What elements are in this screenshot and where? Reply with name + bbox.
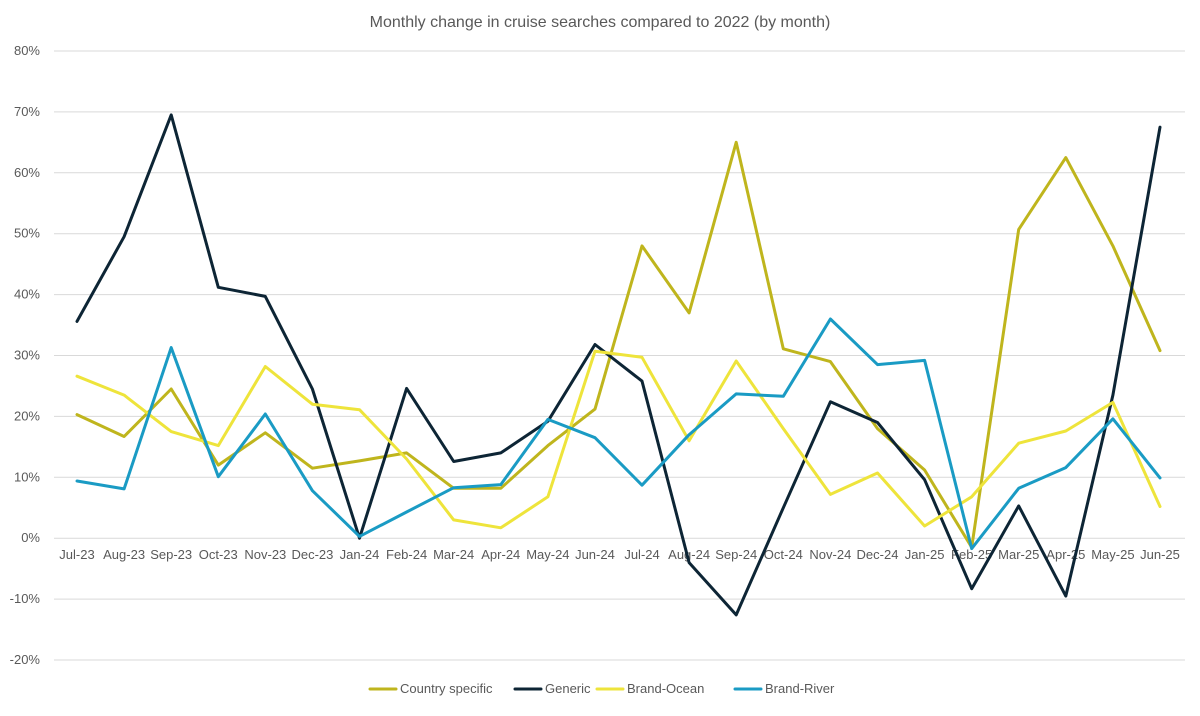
- legend-label-brand-ocean: Brand-Ocean: [627, 681, 704, 696]
- x-tick-label: Jan-25: [905, 547, 945, 562]
- x-tick-label: Sep-24: [715, 547, 757, 562]
- y-tick-label: -20%: [10, 652, 41, 667]
- y-tick-label: 80%: [14, 43, 40, 58]
- x-tick-label: Jan-24: [340, 547, 380, 562]
- chart-title: Monthly change in cruise searches compar…: [370, 14, 831, 31]
- legend-label-country-specific: Country specific: [400, 681, 493, 696]
- legend-label-generic: Generic: [545, 681, 591, 696]
- x-tick-label: Jul-23: [59, 547, 94, 562]
- x-tick-label: Feb-24: [386, 547, 427, 562]
- x-tick-label: Aug-24: [668, 547, 710, 562]
- y-tick-label: 40%: [14, 287, 40, 302]
- x-tick-label: Dec-24: [857, 547, 899, 562]
- x-tick-label: Sep-23: [150, 547, 192, 562]
- x-tick-label: Apr-24: [481, 547, 520, 562]
- x-tick-label: May-24: [526, 547, 569, 562]
- y-tick-label: 50%: [14, 226, 40, 241]
- x-axis-ticks: Jul-23 Aug-23 Sep-23 Oct-23 Nov-23 Dec-23 Jan-…: [59, 547, 1180, 562]
- x-tick-label: Aug-23: [103, 547, 145, 562]
- series-line-generic: [75, 113, 1162, 617]
- x-tick-label: Mar-25: [998, 547, 1039, 562]
- x-tick-label: Jun-24: [575, 547, 615, 562]
- x-tick-label: Oct-24: [764, 547, 803, 562]
- y-tick-label: 30%: [14, 348, 40, 363]
- legend-label-brand-river: Brand-River: [765, 681, 835, 696]
- y-tick-label: 60%: [14, 165, 40, 180]
- y-tick-label: 20%: [14, 408, 40, 423]
- series-lines: [75, 113, 1162, 617]
- x-tick-label: Dec-23: [291, 547, 333, 562]
- series-line-country-specific: [75, 140, 1162, 549]
- series-line-brand-ocean: [75, 349, 1162, 530]
- x-tick-label: Apr-25: [1046, 547, 1085, 562]
- x-tick-label: Nov-24: [809, 547, 851, 562]
- y-tick-label: 10%: [14, 469, 40, 484]
- x-tick-label: Nov-23: [244, 547, 286, 562]
- y-tick-label: 70%: [14, 104, 40, 119]
- x-tick-label: Jul-24: [624, 547, 659, 562]
- series-line-brand-river: [75, 317, 1162, 551]
- y-axis-ticks: -20% -10% 0% 10% 20% 30% 40% 50% 60% 70% 80%: [10, 43, 41, 667]
- x-tick-label: Feb-25: [951, 547, 992, 562]
- x-tick-label: Oct-23: [199, 547, 238, 562]
- x-tick-label: May-25: [1091, 547, 1134, 562]
- y-tick-label: 0%: [21, 530, 40, 545]
- x-tick-label: Jun-25: [1140, 547, 1180, 562]
- legend: Country specific Generic Brand-Ocean Brand-…: [368, 681, 835, 696]
- x-tick-label: Mar-24: [433, 547, 474, 562]
- y-tick-label: -10%: [10, 591, 41, 606]
